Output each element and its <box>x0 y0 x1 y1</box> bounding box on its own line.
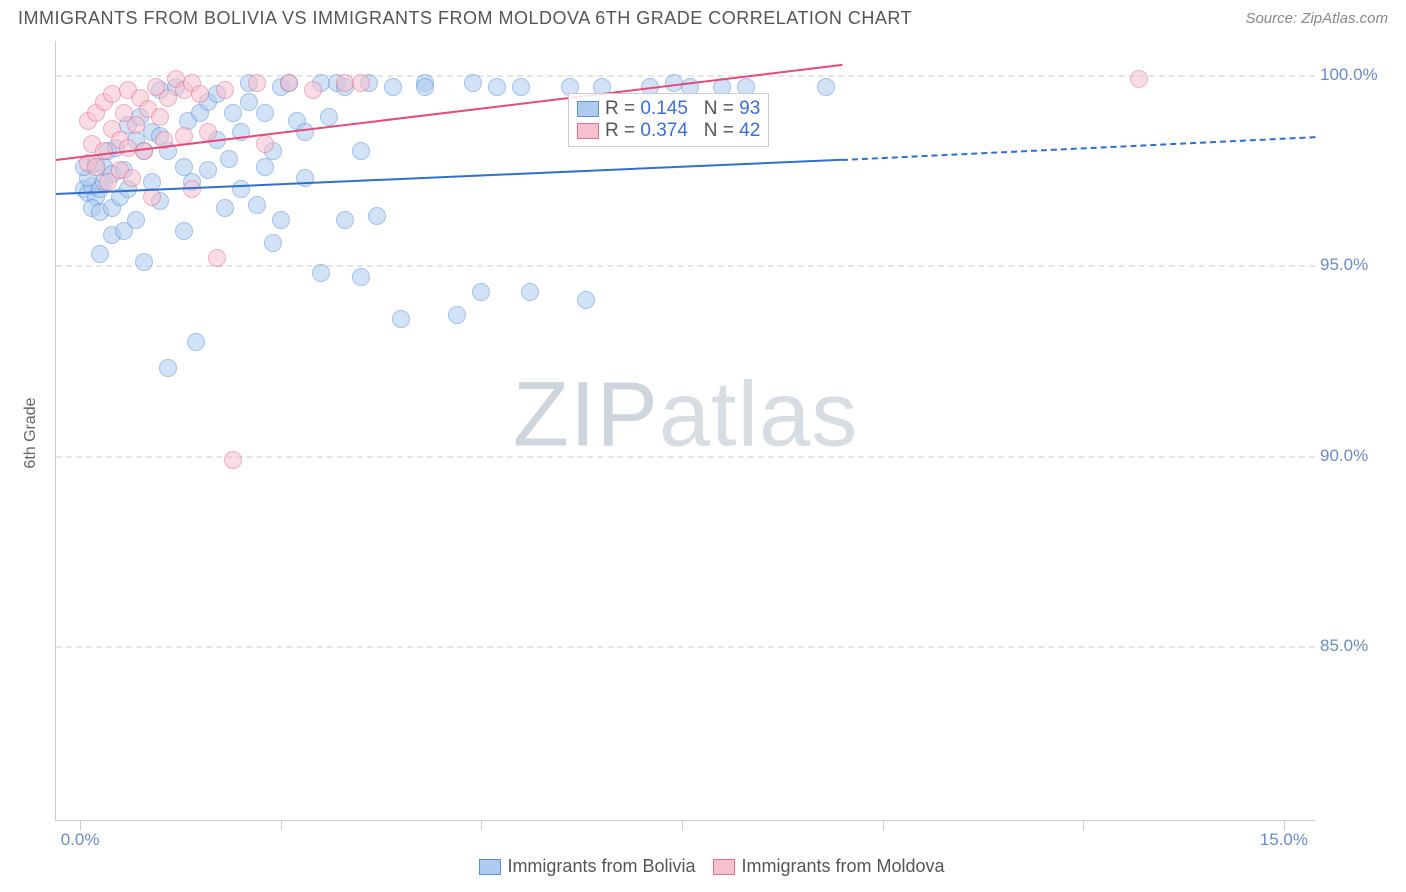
scatter-marker <box>312 264 330 282</box>
scatter-marker <box>384 78 402 96</box>
scatter-marker <box>272 211 290 229</box>
r-label: R = <box>605 120 635 141</box>
x-tick <box>883 820 884 830</box>
scatter-marker <box>352 142 370 160</box>
scatter-marker <box>256 104 274 122</box>
scatter-marker <box>416 78 434 96</box>
x-tick-label: 0.0% <box>61 830 100 850</box>
legend-swatch <box>479 859 501 875</box>
scatter-marker <box>216 199 234 217</box>
scatter-marker <box>248 196 266 214</box>
y-tick-label: 90.0% <box>1320 446 1390 466</box>
watermark-part1: ZIP <box>513 363 659 465</box>
scatter-marker <box>199 161 217 179</box>
scatter-marker <box>127 211 145 229</box>
chart-source: Source: ZipAtlas.com <box>1245 10 1388 27</box>
n-value: 93 <box>739 98 760 119</box>
x-tick <box>281 820 282 830</box>
scatter-marker <box>191 85 209 103</box>
scatter-marker <box>817 78 835 96</box>
trend-line-extrapolated <box>842 136 1316 161</box>
watermark: ZIPatlas <box>513 362 858 467</box>
bottom-legend: Immigrants from Bolivia Immigrants from M… <box>0 856 1406 877</box>
scatter-marker <box>151 108 169 126</box>
scatter-marker <box>320 108 338 126</box>
scatter-marker <box>220 150 238 168</box>
legend-swatch <box>713 859 735 875</box>
scatter-marker <box>216 81 234 99</box>
scatter-marker <box>183 180 201 198</box>
legend-label: Immigrants from Moldova <box>741 856 944 876</box>
y-tick-label: 85.0% <box>1320 636 1390 656</box>
chart-container: 6th Grade ZIPatlas 100.0%95.0%90.0%85.0%… <box>0 33 1406 883</box>
n-label: N = <box>704 98 734 119</box>
r-value: 0.374 <box>640 120 688 141</box>
scatter-marker <box>392 310 410 328</box>
grid-line <box>56 456 1315 458</box>
scatter-marker <box>512 78 530 96</box>
x-tick <box>1284 820 1285 830</box>
scatter-marker <box>248 74 266 92</box>
scatter-marker <box>352 74 370 92</box>
legend-label: Immigrants from Bolivia <box>507 856 695 876</box>
scatter-marker <box>135 142 153 160</box>
scatter-marker <box>521 283 539 301</box>
trend-line <box>56 159 843 195</box>
scatter-marker <box>224 451 242 469</box>
watermark-part2: atlas <box>659 363 858 465</box>
r-label: R = <box>605 98 635 119</box>
scatter-marker <box>232 180 250 198</box>
x-tick-label: 15.0% <box>1260 830 1308 850</box>
scatter-marker <box>187 333 205 351</box>
scatter-marker <box>352 268 370 286</box>
stats-box: R = 0.145 N = 93R = 0.374 N = 42 <box>568 93 769 147</box>
n-value: 42 <box>739 120 760 141</box>
plot-area: ZIPatlas 100.0%95.0%90.0%85.0%0.0%15.0% <box>55 41 1315 821</box>
x-tick <box>1083 820 1084 830</box>
y-tick-label: 100.0% <box>1320 65 1390 85</box>
scatter-marker <box>577 291 595 309</box>
scatter-marker <box>472 283 490 301</box>
scatter-marker <box>240 93 258 111</box>
chart-title: IMMIGRANTS FROM BOLIVIA VS IMMIGRANTS FR… <box>18 8 912 29</box>
stats-row: R = 0.145 N = 93 <box>577 98 760 120</box>
x-tick <box>682 820 683 830</box>
scatter-marker <box>368 207 386 225</box>
scatter-marker <box>135 253 153 271</box>
stats-row: R = 0.374 N = 42 <box>577 120 760 142</box>
chart-header: IMMIGRANTS FROM BOLIVIA VS IMMIGRANTS FR… <box>0 0 1406 33</box>
x-tick <box>80 820 81 830</box>
r-value: 0.145 <box>640 98 688 119</box>
scatter-marker <box>264 234 282 252</box>
scatter-marker <box>159 359 177 377</box>
y-axis-label: 6th Grade <box>22 397 40 468</box>
scatter-marker <box>123 169 141 187</box>
grid-line <box>56 265 1315 267</box>
scatter-marker <box>488 78 506 96</box>
scatter-marker <box>91 245 109 263</box>
y-tick-label: 95.0% <box>1320 255 1390 275</box>
scatter-marker <box>175 222 193 240</box>
scatter-marker <box>199 123 217 141</box>
scatter-marker <box>1130 70 1148 88</box>
x-tick <box>481 820 482 830</box>
scatter-marker <box>224 104 242 122</box>
scatter-marker <box>336 211 354 229</box>
scatter-marker <box>208 249 226 267</box>
scatter-marker <box>127 116 145 134</box>
scatter-marker <box>119 139 137 157</box>
scatter-marker <box>448 306 466 324</box>
legend-swatch <box>577 101 599 117</box>
scatter-marker <box>464 74 482 92</box>
grid-line <box>56 646 1315 648</box>
n-label: N = <box>704 120 734 141</box>
scatter-marker <box>304 81 322 99</box>
legend-swatch <box>577 123 599 139</box>
scatter-marker <box>280 74 298 92</box>
scatter-marker <box>256 135 274 153</box>
scatter-marker <box>296 123 314 141</box>
